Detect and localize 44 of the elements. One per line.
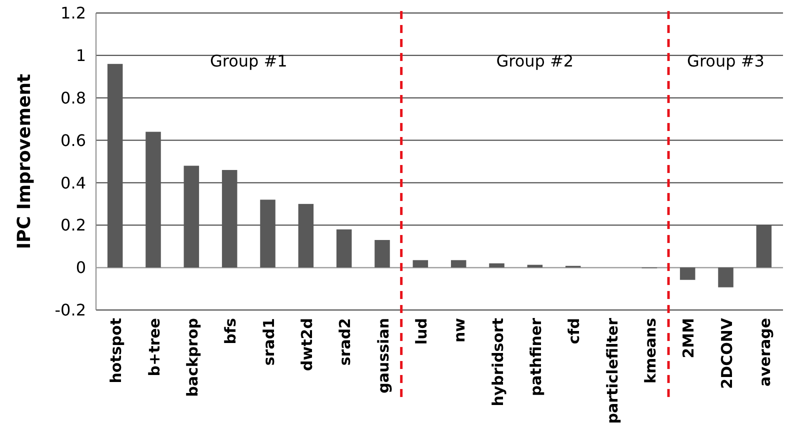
y-tick-label: 0.6 [60,130,86,150]
y-tick-label: 0.8 [60,88,86,108]
bar [718,268,734,288]
bar [336,229,352,268]
x-tick-label: hotspot [107,318,126,384]
x-tick-label: average [756,318,774,387]
x-tick-label: nw [450,318,469,343]
annotation: Group #3 [687,51,764,70]
bar [680,268,696,280]
x-tick-label: cfd [565,318,584,344]
x-tick-label: dwt2d [298,318,316,371]
bar [107,64,123,268]
bar [450,260,466,268]
y-axis-title: IPC Improvement [14,73,35,250]
bar [260,200,276,268]
x-tick-label: hybridsort [488,318,507,406]
x-tick-label: particlefilter [603,317,622,424]
bar [489,263,504,268]
bar [146,132,161,268]
x-tick-label: b+tree [145,318,164,376]
x-tick-label: bfs [222,318,240,344]
annotation: Group #2 [496,51,574,70]
x-tick-label: backprop [183,318,202,397]
x-tick-label: pathfiner [526,317,545,396]
bar [412,260,428,268]
y-tick-label: 0.2 [60,216,86,235]
bar [756,225,772,268]
y-tick-label: 1.2 [60,4,86,23]
bar [374,240,390,268]
bar [222,170,238,268]
y-tick-label: -0.2 [54,300,86,320]
bar [298,204,314,268]
x-tick-label: lud [412,318,430,345]
y-tick-label: 1 [76,46,86,66]
x-tick-label: 2MM [680,318,698,358]
x-tick-label: gaussian [374,318,392,394]
x-tick-label: kmeans [641,318,660,384]
x-tick-label: 2DCONV [718,318,736,389]
x-tick-label: srad2 [336,318,354,366]
annotation: Group #1 [210,51,288,70]
y-tick-label: 0.4 [60,173,86,192]
bar [184,166,200,268]
y-tick-label: 0 [76,258,86,278]
x-tick-label: srad1 [260,318,278,366]
